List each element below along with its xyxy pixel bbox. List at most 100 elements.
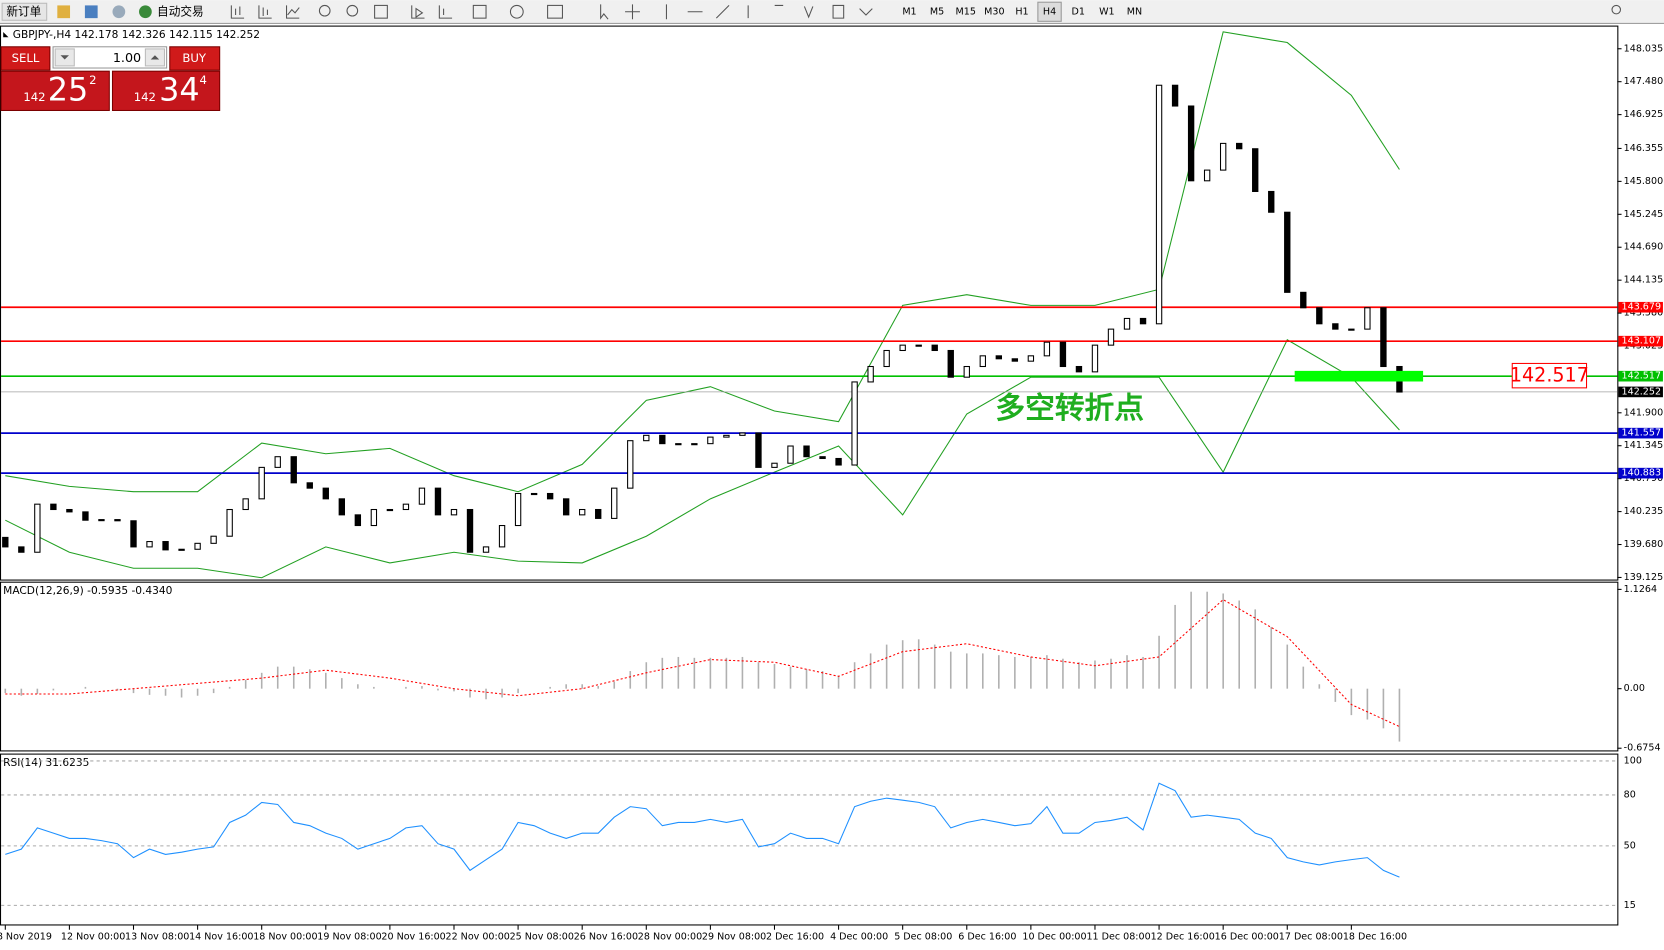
x-tick-label: 29 Nov 08:00 — [702, 932, 766, 943]
callout-label: 142.517 — [1510, 364, 1589, 387]
icon[interactable] — [374, 4, 388, 19]
timeframe-button[interactable]: M15 — [956, 6, 976, 17]
y-tick-label: 50 — [1624, 840, 1636, 851]
candle — [1187, 105, 1195, 182]
timeframe-button[interactable]: M5 — [930, 6, 944, 17]
icon[interactable] — [625, 4, 640, 20]
timeframe-button[interactable]: H1 — [1015, 6, 1028, 17]
candle — [835, 457, 842, 466]
y-tick-label: 145.800 — [1624, 176, 1663, 187]
icon[interactable] — [318, 4, 331, 17]
x-tick-label: 5 Dec 08:00 — [894, 932, 952, 943]
candle — [659, 434, 666, 445]
ask-fraction: 4 — [200, 73, 207, 87]
ask-pips: 34 — [159, 70, 200, 108]
candle — [995, 355, 1003, 360]
candle — [1123, 317, 1131, 330]
ask-box[interactable] — [111, 70, 221, 112]
icon[interactable] — [411, 5, 425, 19]
timeframe-button[interactable]: MN — [1127, 6, 1142, 17]
icon[interactable] — [258, 5, 272, 19]
icon[interactable] — [230, 5, 245, 19]
timeframe-button[interactable]: M1 — [902, 6, 916, 17]
icon[interactable] — [438, 5, 453, 19]
candle — [899, 344, 906, 352]
candle — [434, 487, 442, 516]
y-tick-label: 145.245 — [1624, 209, 1663, 220]
x-tick-label: 12 Nov 00:00 — [61, 932, 125, 943]
x-tick-label: 25 Nov 08:00 — [510, 932, 574, 943]
macd-chart: 1.1264 0.00 -0.6754 — [4, 584, 1661, 754]
x-tick-label: 18 Nov 00:00 — [253, 932, 317, 943]
y-tick-label: 141.345 — [1624, 440, 1663, 451]
buy-label[interactable]: BUY — [182, 51, 207, 65]
candle — [402, 503, 410, 511]
main-chart: 148.035 147.480 146.925 146.355 145.800 145.2… — [1, 31, 1663, 583]
level-price-label: 142.517 — [1622, 371, 1661, 382]
candle — [450, 508, 458, 516]
icon[interactable] — [84, 5, 98, 19]
bid-box[interactable] — [0, 70, 110, 112]
y-tick-label: 100 — [1624, 755, 1642, 766]
candle — [931, 344, 938, 352]
icon[interactable] — [57, 5, 71, 19]
buy-button[interactable] — [169, 46, 221, 71]
level-price-tag — [1618, 301, 1663, 313]
candle — [546, 492, 554, 500]
icon[interactable] — [286, 5, 300, 19]
x-tick-label: 20 Nov 16:00 — [381, 932, 445, 943]
candle — [883, 349, 890, 368]
auto-trading-label[interactable]: 自动交易 — [157, 4, 204, 18]
new-order-label: 新订单 — [6, 4, 41, 18]
candle — [1268, 190, 1275, 213]
level-price-label: 143.107 — [1622, 336, 1661, 347]
candle — [1380, 307, 1387, 368]
timeframe-button[interactable]: D1 — [1071, 6, 1084, 17]
candle — [386, 508, 394, 512]
y-tick-label: 1.1264 — [1624, 584, 1657, 595]
icon[interactable] — [665, 4, 873, 20]
candle — [338, 498, 346, 516]
auto-trading-icon[interactable] — [139, 5, 152, 19]
level-price-label: 143.679 — [1622, 302, 1661, 313]
y-tick-label: 147.480 — [1624, 76, 1663, 87]
x-tick-label: 26 Nov 16:00 — [574, 932, 638, 943]
lot-input[interactable] — [52, 46, 168, 69]
sell-label[interactable]: SELL — [12, 51, 40, 65]
candle — [1155, 84, 1163, 325]
icon[interactable] — [112, 5, 126, 19]
candle — [723, 434, 730, 438]
turning-point-bar — [1294, 370, 1424, 382]
candle — [482, 546, 490, 553]
candle — [787, 445, 794, 464]
candle — [1252, 148, 1259, 192]
icon[interactable] — [547, 4, 563, 19]
candle — [530, 492, 538, 496]
icon[interactable] — [509, 4, 524, 19]
candle — [274, 456, 281, 468]
candle — [1075, 365, 1083, 373]
level-price-tag — [1618, 386, 1663, 398]
callout-box — [1511, 362, 1588, 389]
candle — [1107, 328, 1115, 346]
timeframe-button[interactable]: H4 — [1043, 6, 1056, 17]
icon[interactable] — [600, 4, 609, 20]
candle — [803, 445, 810, 458]
icon[interactable] — [472, 4, 487, 19]
candle — [979, 355, 986, 368]
search-icon[interactable] — [1611, 4, 1622, 15]
candle — [50, 503, 57, 511]
timeframe-button[interactable]: W1 — [1099, 6, 1115, 17]
sell-button[interactable] — [0, 46, 51, 71]
lot-value[interactable]: 1.00 — [113, 51, 141, 66]
signal-line — [5, 598, 1400, 728]
timeframe-button[interactable]: M30 — [984, 6, 1004, 17]
x-tick-label: 16 Dec 00:00 — [1215, 932, 1279, 943]
tool-icons — [230, 4, 1622, 20]
candle — [595, 508, 602, 519]
y-tick-label: 80 — [1624, 789, 1636, 800]
icon[interactable] — [346, 4, 359, 17]
new-order-button[interactable] — [1, 2, 48, 21]
candle — [1332, 323, 1339, 330]
level-price-label: 141.557 — [1622, 428, 1661, 439]
